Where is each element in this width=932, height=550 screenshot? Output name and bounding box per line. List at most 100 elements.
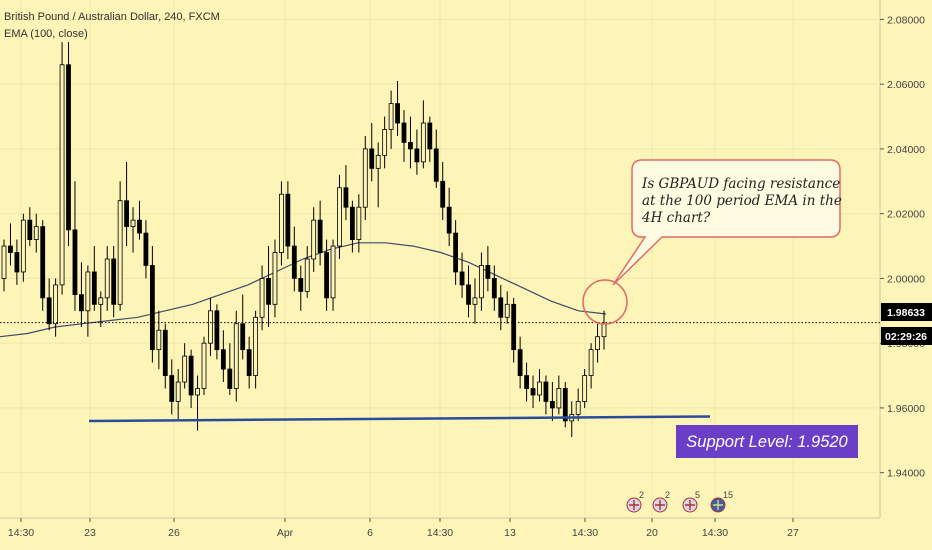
economic-event-flag-icon[interactable]: 15 bbox=[710, 490, 733, 513]
candle[interactable] bbox=[162, 323, 168, 389]
candle[interactable] bbox=[466, 265, 471, 318]
event-markers[interactable]: 2 2 5 15 bbox=[626, 490, 733, 513]
candle[interactable] bbox=[369, 123, 375, 182]
candle[interactable] bbox=[330, 239, 336, 311]
candle[interactable] bbox=[72, 181, 78, 311]
candle[interactable] bbox=[27, 207, 33, 247]
candle[interactable] bbox=[582, 369, 588, 408]
candle[interactable] bbox=[253, 310, 259, 389]
candle[interactable] bbox=[588, 343, 594, 389]
candle[interactable] bbox=[356, 194, 362, 253]
candle[interactable] bbox=[440, 161, 446, 221]
candle[interactable] bbox=[408, 116, 413, 169]
candle[interactable] bbox=[285, 181, 291, 259]
candle[interactable] bbox=[169, 359, 175, 415]
candle[interactable] bbox=[40, 220, 46, 311]
resistance-highlight-circle[interactable] bbox=[582, 279, 628, 325]
candle[interactable] bbox=[8, 223, 13, 266]
candle[interactable] bbox=[595, 323, 600, 363]
economic-event-flag-icon[interactable]: 2 bbox=[652, 490, 670, 513]
candle[interactable] bbox=[266, 246, 271, 327]
candle[interactable] bbox=[143, 220, 149, 279]
candle[interactable] bbox=[485, 246, 491, 292]
candle[interactable] bbox=[304, 246, 310, 298]
candle[interactable] bbox=[130, 207, 136, 253]
candle[interactable] bbox=[427, 116, 433, 162]
candle[interactable] bbox=[388, 90, 394, 149]
candle[interactable] bbox=[227, 343, 233, 395]
candle[interactable] bbox=[98, 291, 104, 327]
candle[interactable] bbox=[537, 369, 542, 402]
candle[interactable] bbox=[504, 291, 510, 324]
candle[interactable] bbox=[575, 388, 581, 421]
candle[interactable] bbox=[201, 336, 207, 395]
candle[interactable] bbox=[240, 294, 246, 360]
candle[interactable] bbox=[1, 239, 7, 292]
candle[interactable] bbox=[291, 226, 297, 292]
candle[interactable] bbox=[337, 174, 342, 259]
candle[interactable] bbox=[233, 310, 239, 402]
candle[interactable] bbox=[220, 330, 226, 383]
support-trendline[interactable] bbox=[88, 415, 711, 423]
candle[interactable] bbox=[395, 80, 400, 136]
candle[interactable] bbox=[14, 239, 20, 285]
candle[interactable] bbox=[117, 181, 123, 311]
candle[interactable] bbox=[246, 336, 252, 389]
candle[interactable] bbox=[453, 220, 459, 285]
candle[interactable] bbox=[524, 362, 529, 402]
candle[interactable] bbox=[349, 200, 355, 253]
candle[interactable] bbox=[156, 310, 162, 370]
candle[interactable] bbox=[311, 207, 317, 272]
candle[interactable] bbox=[446, 187, 452, 247]
candle[interactable] bbox=[362, 135, 368, 221]
candle[interactable] bbox=[459, 252, 465, 298]
support-label-box[interactable] bbox=[676, 425, 858, 458]
candle[interactable] bbox=[543, 375, 549, 415]
economic-event-flag-icon[interactable]: 5 bbox=[682, 490, 700, 513]
candle[interactable] bbox=[414, 129, 420, 175]
candle[interactable] bbox=[530, 375, 536, 408]
candle[interactable] bbox=[91, 246, 97, 311]
candle[interactable] bbox=[324, 239, 329, 311]
candle[interactable] bbox=[259, 265, 265, 331]
candle[interactable] bbox=[137, 200, 142, 240]
candle[interactable] bbox=[175, 369, 181, 421]
candle[interactable] bbox=[272, 239, 278, 318]
candle[interactable] bbox=[208, 297, 213, 357]
candle[interactable] bbox=[214, 304, 220, 360]
candle[interactable] bbox=[149, 246, 155, 363]
candle[interactable] bbox=[479, 252, 484, 311]
candle[interactable] bbox=[66, 42, 71, 247]
candle[interactable] bbox=[53, 278, 59, 337]
candle[interactable] bbox=[33, 213, 39, 253]
candle[interactable] bbox=[562, 382, 568, 428]
candle[interactable] bbox=[517, 336, 523, 389]
price-axis-panel[interactable] bbox=[880, 0, 932, 550]
economic-event-flag-icon[interactable]: 2 bbox=[626, 490, 644, 513]
candle[interactable] bbox=[124, 161, 129, 247]
candle[interactable] bbox=[182, 343, 188, 389]
candle[interactable] bbox=[317, 200, 323, 266]
candle[interactable] bbox=[46, 278, 52, 331]
candle[interactable] bbox=[401, 110, 407, 162]
candle[interactable] bbox=[20, 213, 26, 282]
candle[interactable] bbox=[549, 382, 555, 421]
candle[interactable] bbox=[279, 181, 284, 266]
candle[interactable] bbox=[420, 100, 426, 169]
candle[interactable] bbox=[111, 246, 117, 318]
candle[interactable] bbox=[556, 375, 562, 415]
candle[interactable] bbox=[104, 246, 110, 311]
candle[interactable] bbox=[511, 297, 517, 363]
candle[interactable] bbox=[433, 129, 439, 188]
candle[interactable] bbox=[472, 278, 478, 324]
candle[interactable] bbox=[85, 265, 91, 337]
candle[interactable] bbox=[375, 142, 381, 208]
candle[interactable] bbox=[382, 116, 388, 169]
candle[interactable] bbox=[298, 265, 304, 311]
candle[interactable] bbox=[59, 42, 65, 295]
callout-bubble[interactable] bbox=[612, 159, 841, 286]
candle[interactable] bbox=[491, 265, 497, 311]
candle[interactable] bbox=[343, 165, 349, 221]
candle[interactable] bbox=[79, 262, 84, 327]
